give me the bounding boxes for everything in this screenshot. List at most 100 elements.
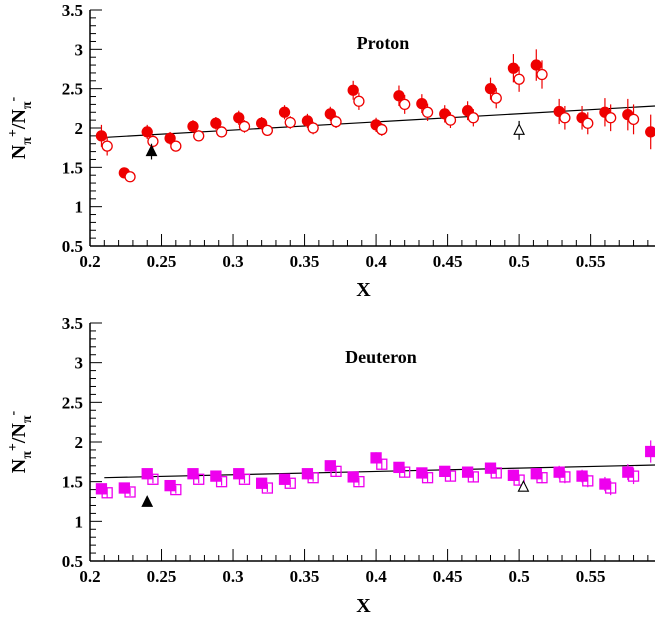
x-tick-label: 0.5 (508, 252, 529, 271)
open-circle-point (605, 112, 617, 124)
open-circle-point (444, 114, 457, 126)
open-circle-point (376, 123, 388, 136)
filled-circle-point (164, 132, 176, 144)
filled-circle-point (187, 120, 199, 133)
panel-proton: 0.2 0.25 0.3 0.35 0.4 0.45 0.5 0.55 0.5 1 1.5 2 2.5 3… (6, 1, 656, 301)
open-circle-point (536, 68, 548, 81)
open-square-point (536, 472, 548, 484)
filled-triangle-point (141, 495, 154, 507)
open-square-point (238, 473, 251, 485)
x-tick-label: 0.25 (147, 252, 177, 271)
open-circle-point (467, 112, 479, 124)
x-tick-label: 0.45 (433, 567, 463, 586)
filled-circle-point (393, 90, 405, 102)
filled-square-point (530, 468, 542, 480)
filled-circle-point (233, 112, 245, 124)
y-tick-label: 3.5 (62, 1, 83, 20)
open-square-point (444, 470, 457, 482)
open-circle-point (193, 130, 205, 142)
open-square-point (559, 471, 571, 483)
filled-square-point (164, 479, 176, 492)
open-square-point (261, 482, 274, 494)
filled-square-point (370, 452, 382, 464)
open-square-point (193, 473, 205, 485)
open-square-point (124, 486, 136, 498)
open-circle-point (330, 116, 342, 128)
open-circle-point (284, 116, 296, 129)
filled-circle-point (416, 97, 428, 110)
open-circle-point (170, 140, 182, 152)
filled-circle-point (324, 108, 336, 120)
open-circle-point (353, 95, 365, 107)
y-tick-label: 3 (75, 40, 84, 59)
filled-square-point (278, 473, 291, 485)
filled-circle-point (507, 62, 520, 74)
filled-circle-point (530, 59, 542, 71)
open-square-point (147, 473, 159, 485)
filled-square-point (301, 468, 314, 480)
open-square-point (101, 487, 113, 499)
y-tick-label: 1 (75, 198, 84, 217)
x-tick-label: 0.5 (508, 567, 529, 586)
open-circle-point (238, 120, 251, 133)
y-tick-label: 1.5 (62, 158, 83, 177)
open-circle-point (399, 98, 411, 111)
filled-square-point (95, 483, 108, 495)
open-square-point (513, 474, 525, 486)
y-tick-label: 3.5 (62, 314, 83, 333)
y-tick-label: 0.5 (62, 237, 83, 256)
y-tick-label: 2.5 (62, 80, 83, 99)
open-circle-point (559, 112, 571, 124)
filled-square-point (622, 466, 634, 478)
x-tick-label: 0.4 (365, 252, 387, 271)
x-tick-label: 0.35 (290, 252, 320, 271)
open-square-point (330, 465, 342, 478)
open-circle-point (147, 135, 159, 148)
open-square-point (307, 472, 319, 484)
x-tick-label: 0.3 (222, 567, 243, 586)
open-square-point (627, 470, 640, 482)
open-square-point (467, 471, 479, 483)
open-triangle-point (517, 479, 530, 492)
x-tick-label: 0.55 (576, 567, 606, 586)
y-tick-label: 3 (75, 354, 84, 373)
x-tick-label: 0.45 (433, 252, 463, 271)
data-points (95, 440, 655, 507)
open-circle-point (582, 117, 594, 129)
panel-title: Deuteron (345, 347, 417, 367)
x-tick-label: 0.2 (79, 252, 100, 271)
filled-square-point (645, 445, 655, 458)
open-circle-point (513, 73, 525, 85)
panel-title: Proton (357, 33, 410, 53)
open-circle-point (215, 126, 228, 138)
open-circle-point (627, 113, 640, 125)
open-square-point (353, 476, 365, 488)
open-circle-point (421, 106, 434, 118)
filled-circle-point (141, 126, 153, 138)
x-tick-label: 0.3 (222, 252, 243, 271)
x-axis-label: X (356, 595, 371, 617)
y-tick-label: 0.5 (62, 552, 83, 571)
open-circle-point (124, 171, 136, 183)
y-axis-label: Nπ+/Nπ- (6, 410, 35, 473)
open-square-point (284, 477, 296, 489)
y-tick-label: 2.5 (62, 393, 83, 412)
filled-triangle-point (145, 144, 158, 157)
open-square-point (399, 466, 411, 478)
y-tick-label: 2 (75, 433, 84, 452)
open-square-point (582, 475, 594, 487)
filled-circle-point (645, 126, 655, 138)
filled-square-point (599, 478, 611, 490)
open-square-point (215, 476, 228, 488)
filled-circle-point (210, 117, 222, 129)
open-square-point (490, 467, 502, 479)
x-axis-label: X (356, 279, 371, 301)
y-tick-label: 2 (75, 119, 84, 138)
open-square-point (421, 472, 434, 484)
open-square-point (376, 458, 388, 470)
data-points (95, 49, 655, 183)
panel-deuteron: 0.2 0.25 0.3 0.35 0.4 0.45 0.5 0.55 0.5 1 1.5 2 2.5 3… (6, 314, 656, 617)
filled-square-point (118, 482, 130, 494)
open-circle-point (261, 124, 274, 137)
